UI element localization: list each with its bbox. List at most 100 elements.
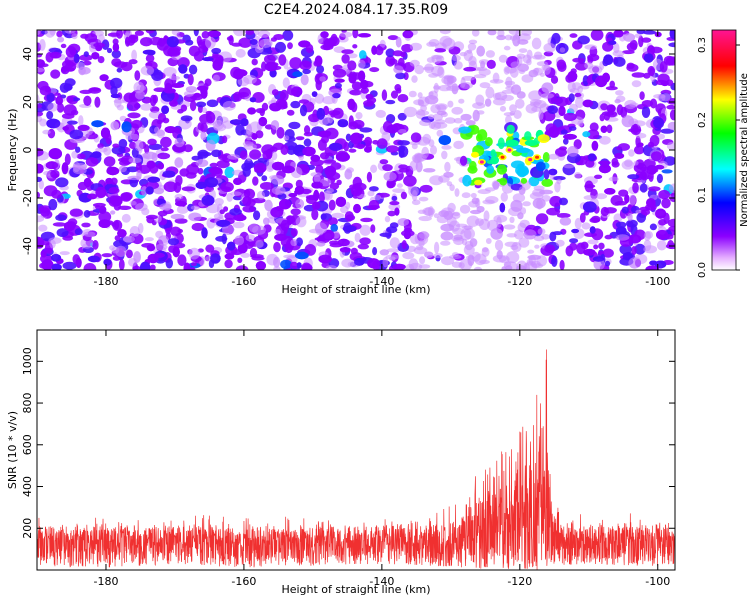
heatmap-cell (503, 45, 511, 51)
heatmap-cell (626, 219, 638, 228)
heatmap-cell (112, 143, 120, 148)
heatmap-cell (51, 189, 62, 199)
heatmap-cell (654, 164, 665, 170)
heatmap-cell (75, 257, 82, 268)
heatmap-cell (47, 102, 58, 112)
heatmap-cell (177, 254, 187, 266)
heatmap-cell (359, 237, 371, 245)
heatmap-cell (314, 222, 328, 234)
heatmap-cell (563, 112, 577, 122)
heatmap-cell (205, 244, 215, 253)
heatmap-cell (74, 228, 83, 236)
heatmap-cell (69, 129, 84, 140)
heatmap-cell (460, 113, 472, 121)
heatmap-cell (146, 160, 156, 169)
heatmap-cell (163, 181, 178, 192)
heatmap-cell (589, 217, 600, 223)
heatmap-cell (485, 137, 493, 147)
heatmap-cell (136, 169, 142, 180)
heatmap-cell (641, 106, 651, 118)
heatmap-cell (418, 264, 431, 269)
heatmap-cell (567, 146, 579, 157)
heatmap-cell (78, 66, 91, 75)
heatmap-cell (510, 199, 523, 212)
heatmap-cell (587, 239, 599, 245)
heatmap-cell (165, 227, 171, 235)
heatmap-cell (415, 109, 426, 120)
heatmap-cell (337, 119, 349, 128)
heatmap-cell (383, 171, 397, 182)
heatmap-cell (434, 241, 440, 254)
heatmap-cell (654, 260, 667, 269)
heatmap-cell (283, 135, 290, 141)
heatmap-cell (313, 189, 320, 201)
heatmap-cell (398, 145, 409, 158)
heatmap-cell (205, 139, 216, 151)
heatmap-cell (604, 234, 613, 240)
x-tick-label: -120 (507, 575, 532, 588)
heatmap-cell (667, 218, 675, 228)
heatmap-cell (636, 212, 646, 223)
heatmap-cell (391, 195, 398, 201)
heatmap-cell (572, 57, 585, 63)
heatmap-cell (505, 265, 513, 270)
heatmap-cell (643, 245, 658, 254)
heatmap-cell (49, 51, 62, 59)
heatmap-cell (484, 98, 492, 107)
heatmap-cell (590, 30, 604, 41)
heatmap-cell (239, 150, 248, 160)
heatmap-cell (615, 226, 627, 236)
heatmap-cell (191, 222, 205, 232)
heatmap-cell (52, 222, 67, 227)
heatmap-cell (170, 226, 182, 237)
heatmap-cell (436, 110, 447, 116)
heatmap-cell (551, 255, 558, 267)
heatmap-cell (585, 159, 595, 168)
heatmap-cell (263, 217, 270, 226)
heatmap-cell (134, 30, 144, 36)
heatmap-cell (472, 109, 480, 122)
heatmap-cell (583, 201, 597, 213)
heatmap-cell (563, 133, 577, 140)
heatmap-cell (441, 150, 448, 160)
heatmap-cell (160, 136, 172, 148)
heatmap-x-axis: -180 -160 -140 -120 -100 (93, 30, 670, 288)
y-tick-label: 20 (21, 95, 34, 109)
heatmap-cell (432, 113, 443, 122)
heatmap-cell (161, 105, 170, 114)
heatmap-cell (518, 186, 526, 195)
heatmap-cell (647, 45, 655, 56)
heatmap-cell (135, 203, 148, 211)
x-tick-label: -120 (507, 275, 532, 288)
heatmap-cell (344, 169, 353, 180)
heatmap-cell (643, 53, 654, 63)
heatmap-cell (634, 243, 646, 255)
heatmap-cell (329, 182, 340, 190)
heatmap-cell (444, 161, 451, 173)
heatmap-cell (627, 212, 633, 222)
heatmap-cell (271, 89, 279, 96)
heatmap-cell (61, 162, 69, 175)
heatmap-cell (344, 211, 354, 222)
heatmap-cell (85, 157, 99, 167)
heatmap-cell (428, 206, 434, 218)
heatmap-cell (452, 211, 460, 217)
heatmap-cell (385, 55, 396, 67)
heatmap-cell (598, 164, 611, 174)
x-tick-label: -100 (645, 575, 670, 588)
heatmap-cell (475, 218, 484, 227)
heatmap-cell (190, 205, 200, 210)
heatmap-cell (538, 110, 544, 121)
heatmap-cell (608, 176, 619, 182)
heatmap-cell (403, 175, 417, 187)
heatmap-cell (385, 48, 395, 58)
heatmap-cell (615, 234, 630, 241)
heatmap-cell (64, 153, 71, 166)
heatmap-cell (643, 231, 651, 241)
heatmap-cell (63, 221, 76, 232)
heatmap-cell (99, 205, 107, 214)
heatmap-cell (669, 30, 675, 40)
heatmap-cell (599, 113, 605, 122)
heatmap-cell (275, 41, 286, 53)
heatmap-cell (467, 165, 478, 174)
